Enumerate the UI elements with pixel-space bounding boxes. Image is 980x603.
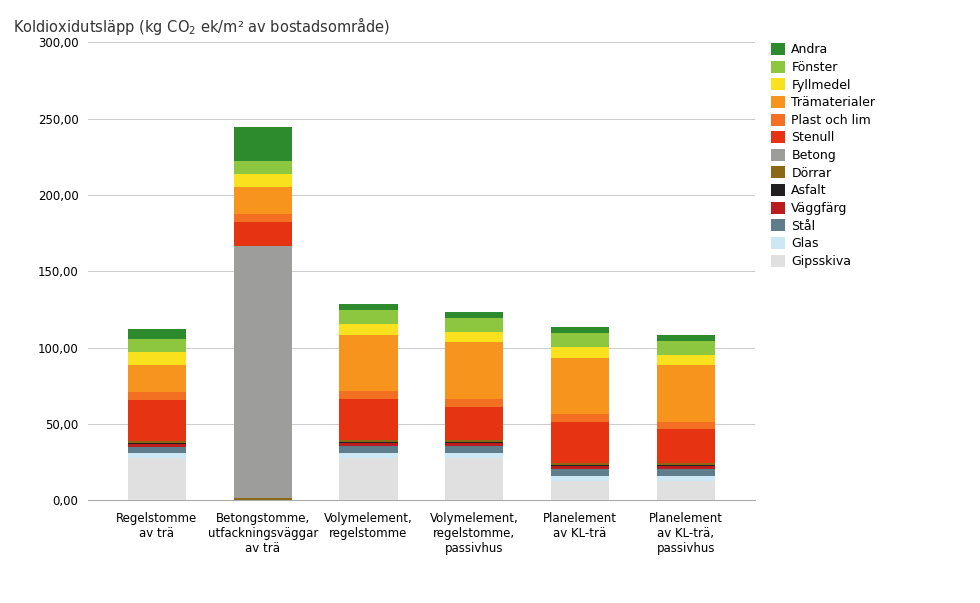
Bar [127, 447, 186, 453]
Bar [233, 127, 292, 160]
Bar [233, 214, 292, 222]
Legend: Andra, Fönster, Fyllmedel, Trämaterialer, Plast och lim, Stenull, Betong, Dörrar: Andra, Fönster, Fyllmedel, Trämaterialer… [767, 39, 879, 271]
Bar [233, 160, 292, 174]
Bar [339, 311, 398, 324]
Bar [127, 443, 186, 444]
Bar [339, 335, 398, 391]
Bar [339, 391, 398, 399]
Bar [551, 414, 610, 422]
Bar [127, 444, 186, 447]
Bar [551, 469, 610, 476]
Bar [551, 476, 610, 481]
Bar [233, 498, 292, 500]
Bar [657, 476, 715, 481]
Bar [127, 329, 186, 338]
Bar [233, 186, 292, 214]
Bar [657, 355, 715, 365]
Bar [339, 304, 398, 311]
Bar [233, 222, 292, 246]
Bar [657, 463, 715, 466]
Bar [127, 441, 186, 443]
Bar [551, 358, 610, 414]
Bar [127, 400, 186, 441]
Bar [339, 446, 398, 453]
Bar [445, 453, 504, 458]
Bar [657, 341, 715, 355]
Bar [657, 429, 715, 463]
Bar [445, 406, 504, 440]
Bar [127, 338, 186, 352]
Bar [445, 440, 504, 443]
Bar [127, 352, 186, 365]
Text: Koldioxidutsläpp (kg CO$_2$ ek/m² av bostadsområde): Koldioxidutsläpp (kg CO$_2$ ek/m² av bos… [13, 15, 390, 37]
Bar [551, 422, 610, 463]
Bar [127, 453, 186, 458]
Bar [445, 458, 504, 500]
Bar [551, 463, 610, 466]
Bar [127, 392, 186, 400]
Bar [657, 422, 715, 429]
Bar [445, 446, 504, 453]
Bar [551, 327, 610, 333]
Bar [339, 440, 398, 443]
Bar [551, 466, 610, 469]
Bar [551, 333, 610, 347]
Bar [339, 453, 398, 458]
Bar [657, 469, 715, 476]
Bar [445, 332, 504, 343]
Bar [339, 324, 398, 335]
Bar [551, 347, 610, 358]
Bar [445, 343, 504, 399]
Bar [339, 399, 398, 440]
Bar [657, 466, 715, 469]
Bar [657, 365, 715, 422]
Bar [551, 481, 610, 500]
Bar [445, 399, 504, 406]
Bar [127, 458, 186, 500]
Bar [339, 443, 398, 446]
Bar [445, 443, 504, 446]
Bar [339, 458, 398, 500]
Bar [233, 246, 292, 498]
Bar [445, 318, 504, 332]
Bar [127, 365, 186, 392]
Bar [657, 481, 715, 500]
Bar [657, 335, 715, 341]
Bar [445, 312, 504, 318]
Bar [233, 174, 292, 186]
